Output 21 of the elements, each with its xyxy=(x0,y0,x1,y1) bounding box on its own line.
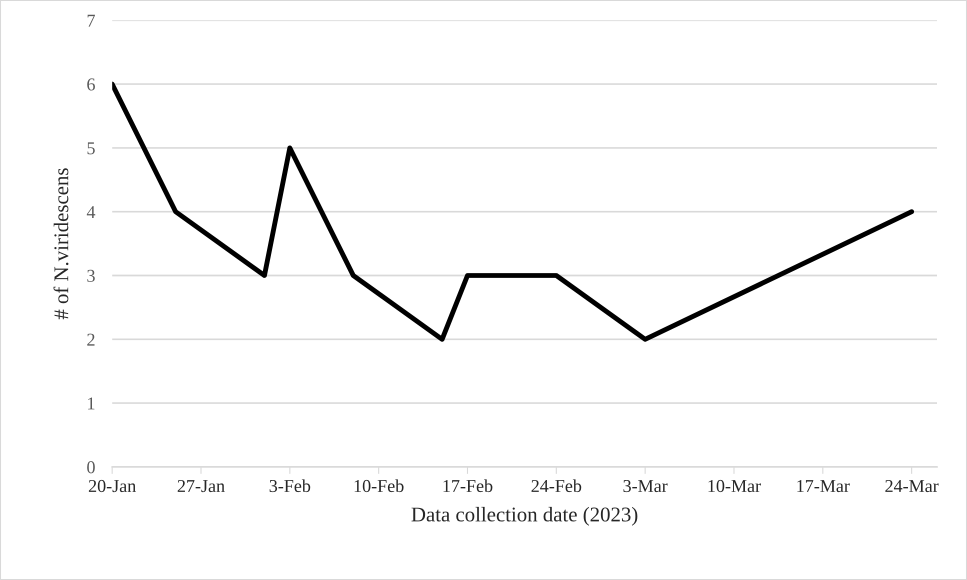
x-tick-label: 20-Jan xyxy=(88,480,136,492)
y-tick-label: 4 xyxy=(86,206,96,218)
x-tick-label: 10-Feb xyxy=(354,479,404,492)
y-tick-label: 5 xyxy=(88,142,95,154)
y-tick-label: 0 xyxy=(87,461,95,474)
x-tick-label: 27-Jan xyxy=(178,480,225,492)
y-tick-label: 2 xyxy=(87,334,95,346)
y-axis-title: # of N.viridescens xyxy=(53,168,68,320)
x-tick-label: 17-Mar xyxy=(797,480,850,492)
y-tick-label: 6 xyxy=(87,78,95,91)
y-tick-label: 1 xyxy=(88,397,94,410)
x-axis-title: Data collection date (2023) xyxy=(412,506,638,526)
y-tick-label: 7 xyxy=(88,14,95,27)
line-series xyxy=(112,82,914,342)
x-tick-label: 24-Feb xyxy=(532,479,582,492)
x-tick-label: 3-Feb xyxy=(270,479,310,492)
y-tick-label: 3 xyxy=(87,270,95,282)
x-tick-label: 17-Feb xyxy=(444,479,492,492)
x-tick-label: 3-Mar xyxy=(623,480,668,492)
x-tick-label: 10-Mar xyxy=(708,480,761,492)
x-tick-label: 24-Mar xyxy=(885,480,939,492)
